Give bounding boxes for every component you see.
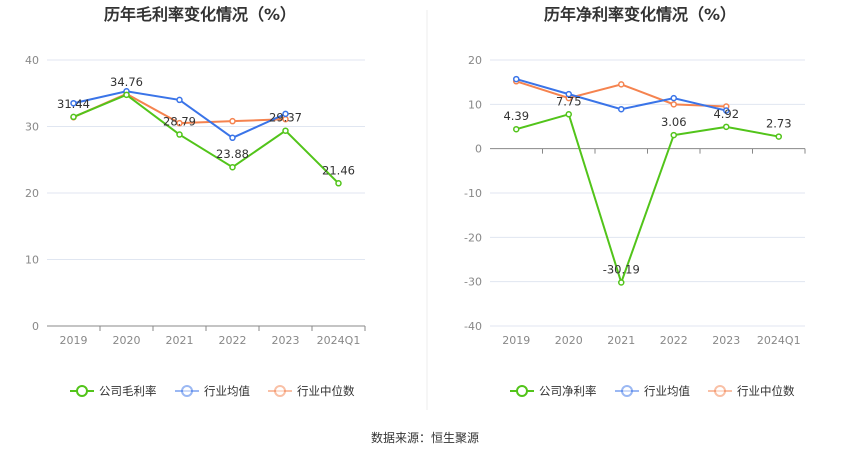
chart-title: 历年毛利率变化情况（%） [104, 5, 296, 24]
data-label: 21.46 [322, 163, 355, 177]
x-tick-label: 2022 [219, 334, 247, 347]
data-point[interactable] [176, 131, 183, 138]
y-tick-label: 0 [32, 320, 39, 333]
data-label: 34.76 [110, 75, 143, 89]
data-label: 7.75 [556, 94, 582, 108]
data-label: 29.37 [269, 111, 302, 125]
data-point[interactable] [176, 96, 183, 104]
data-point[interactable] [618, 279, 625, 286]
data-label: 4.39 [503, 109, 529, 123]
data-label: 23.88 [216, 147, 249, 161]
chart-1: 历年净利率变化情况（%） -40 -30 -20 -10 0 10 20 2019 2020 202… [464, 5, 806, 398]
data-label: 4.92 [713, 107, 739, 121]
data-point[interactable] [670, 94, 677, 102]
y-tick-label: -30 [464, 276, 482, 289]
y-tick-label: 20 [25, 187, 39, 200]
data-point[interactable] [670, 131, 677, 139]
legend-item[interactable]: 公司毛利率 [70, 384, 157, 398]
y-tick-label: 40 [25, 54, 39, 67]
data-point[interactable] [282, 127, 289, 134]
x-tick-label: 2023 [712, 334, 740, 347]
data-point[interactable] [70, 113, 77, 121]
x-tick-label: 2020 [113, 334, 141, 347]
svg-text:行业均值: 行业均值 [644, 384, 690, 398]
legend-item[interactable]: 行业均值 [175, 384, 250, 398]
legend-item[interactable]: 行业中位数 [708, 384, 795, 398]
data-point[interactable] [282, 110, 289, 118]
svg-text:公司净利率: 公司净利率 [539, 384, 597, 398]
chart-title: 历年净利率变化情况（%） [544, 5, 736, 24]
x-tick-label: 2021 [166, 334, 194, 347]
data-label: 3.06 [661, 115, 687, 129]
y-tick-label: 10 [468, 98, 482, 111]
data-point[interactable] [775, 133, 782, 140]
legend-item[interactable]: 行业中位数 [268, 384, 355, 398]
svg-text:行业中位数: 行业中位数 [737, 384, 795, 398]
data-point[interactable] [513, 75, 520, 83]
x-tick-label: 2020 [555, 334, 583, 347]
data-point[interactable] [513, 125, 520, 133]
legend-item[interactable]: 公司净利率 [510, 384, 597, 398]
x-tick-label: 2019 [502, 334, 530, 347]
x-tick-label: 2024Q1 [317, 334, 361, 347]
legend-item[interactable]: 行业均值 [615, 384, 690, 398]
x-tick-label: 2021 [607, 334, 635, 347]
svg-text:行业中位数: 行业中位数 [297, 384, 355, 398]
data-point[interactable] [565, 90, 572, 98]
data-point[interactable] [229, 117, 236, 125]
data-point[interactable] [176, 119, 183, 127]
svg-text:行业均值: 行业均值 [204, 384, 250, 398]
x-tick-label: 2022 [660, 334, 688, 347]
series-line [515, 113, 779, 286]
data-point[interactable] [335, 180, 342, 187]
data-point[interactable] [723, 107, 730, 114]
data-point[interactable] [70, 99, 77, 107]
x-tick-label: 2024Q1 [757, 334, 801, 347]
data-point[interactable] [723, 123, 730, 131]
data-point[interactable] [670, 101, 677, 108]
data-point[interactable] [229, 134, 236, 142]
y-tick-label: 10 [25, 254, 39, 267]
svg-text:公司毛利率: 公司毛利率 [99, 384, 157, 398]
y-tick-label: -40 [464, 320, 482, 333]
data-label: 28.79 [163, 115, 196, 129]
y-tick-label: -10 [464, 187, 482, 200]
data-label: 2.73 [766, 117, 792, 131]
x-tick-label: 2019 [60, 334, 88, 347]
data-point[interactable] [565, 111, 572, 118]
x-tick-label: 2023 [272, 334, 300, 347]
source-text: 数据来源：恒生聚源 [371, 430, 479, 445]
y-tick-label: 20 [468, 54, 482, 67]
data-point[interactable] [618, 81, 625, 88]
data-point[interactable] [618, 105, 625, 113]
y-tick-label: -20 [464, 231, 482, 244]
chart-0: 历年毛利率变化情况（%） 0 10 20 30 40 2019 2020 2021 2022 202… [25, 5, 366, 398]
data-point[interactable] [229, 163, 236, 171]
data-label: 31.44 [57, 97, 90, 111]
series-line [73, 93, 340, 185]
y-tick-label: 30 [25, 121, 39, 134]
y-tick-label: 0 [475, 143, 482, 156]
data-label: -30.19 [603, 263, 640, 277]
data-point[interactable] [123, 91, 130, 99]
